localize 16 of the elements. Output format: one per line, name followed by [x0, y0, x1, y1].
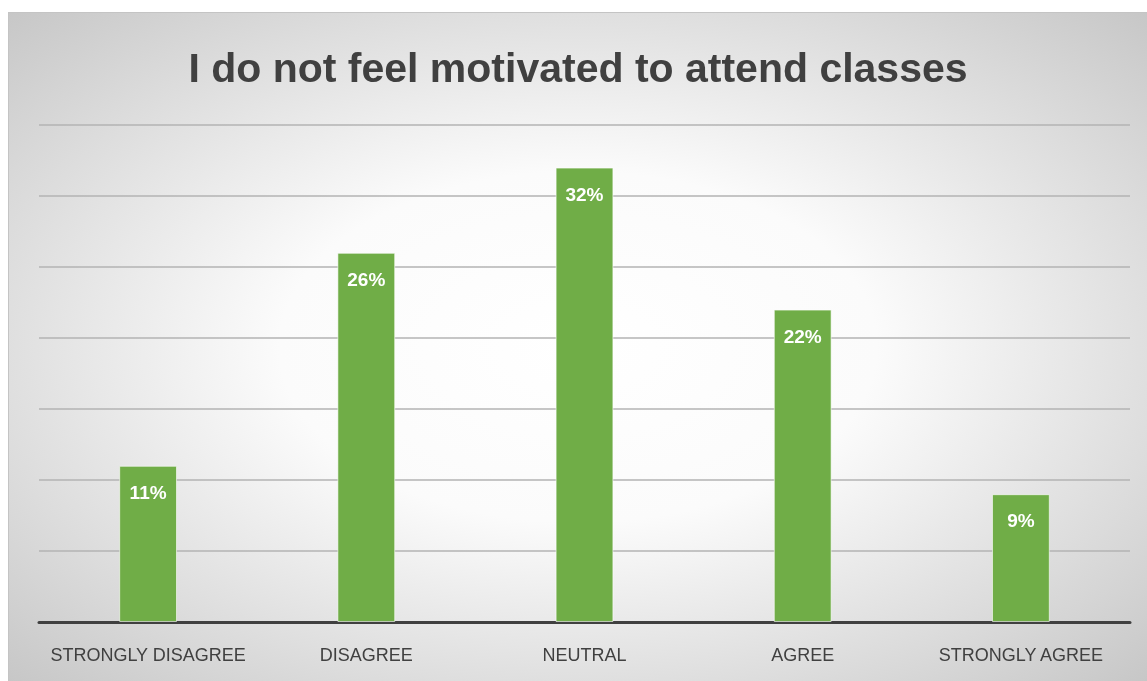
- x-tick-label: NEUTRAL: [542, 645, 627, 665]
- data-label: 22%: [783, 325, 822, 347]
- bar: [991, 494, 1050, 622]
- x-tick-label: STRONGLY AGREE: [938, 645, 1104, 665]
- bar: [119, 465, 178, 622]
- bar: [555, 167, 614, 622]
- x-tick-label: DISAGREE: [319, 645, 413, 665]
- data-label: 11%: [129, 481, 167, 503]
- x-tick-label: STRONGLY DISAGREE: [50, 645, 246, 665]
- data-label: 26%: [347, 268, 386, 290]
- data-label: 32%: [565, 183, 604, 205]
- x-tick-label: AGREE: [771, 645, 835, 665]
- bar: [337, 252, 396, 622]
- bar: [773, 309, 832, 622]
- data-label: 9%: [1007, 510, 1035, 532]
- chart-title: I do not feel motivated to attend classes: [188, 44, 968, 91]
